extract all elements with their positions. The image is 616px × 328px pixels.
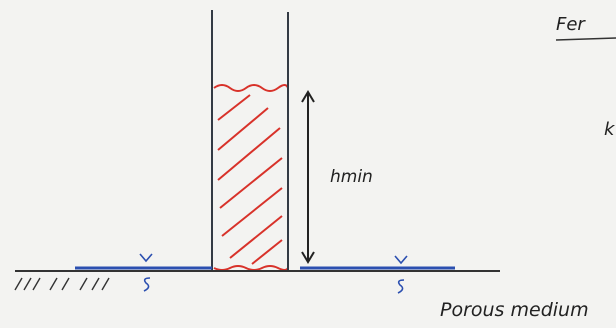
sketch: hmin Fer k Porous medium — [0, 0, 616, 328]
edge-text: k — [604, 119, 616, 140]
medium-label: Porous medium — [440, 299, 589, 321]
header-text: Fer — [556, 14, 586, 35]
height-label: hmin — [330, 167, 373, 187]
page: hmin Fer k Porous medium (() => { const … — [0, 0, 616, 328]
